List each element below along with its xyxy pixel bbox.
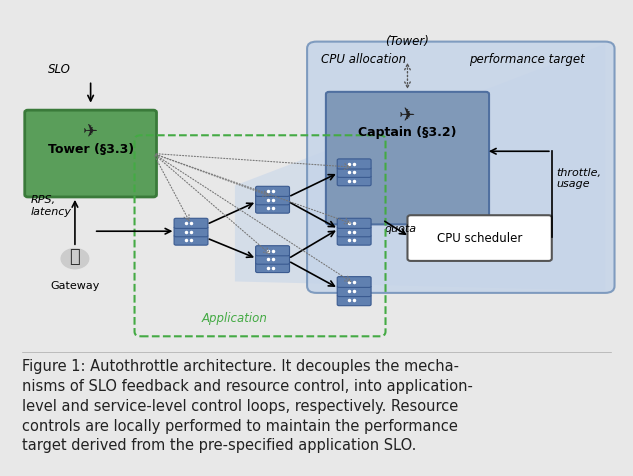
FancyBboxPatch shape [337,227,371,237]
Text: throttle,
usage: throttle, usage [556,168,601,189]
FancyBboxPatch shape [256,254,289,264]
FancyBboxPatch shape [174,218,208,228]
Text: Figure 1: Autothrottle architecture. It decouples the mecha-
nisms of SLO feedba: Figure 1: Autothrottle architecture. It … [22,359,472,453]
Text: ⌖: ⌖ [70,248,80,266]
FancyBboxPatch shape [337,235,371,245]
Text: ✈: ✈ [83,124,98,142]
FancyBboxPatch shape [337,295,371,306]
Text: SLO: SLO [48,63,71,76]
FancyBboxPatch shape [256,203,289,213]
Circle shape [61,248,89,268]
FancyBboxPatch shape [408,215,552,261]
Text: Application: Application [202,312,268,325]
FancyBboxPatch shape [337,159,371,169]
FancyBboxPatch shape [337,218,371,228]
Text: CPU scheduler: CPU scheduler [437,231,522,245]
FancyBboxPatch shape [256,186,289,197]
FancyBboxPatch shape [307,41,615,293]
Text: ✈: ✈ [399,105,416,124]
FancyBboxPatch shape [174,227,208,237]
Text: RPS,
latency: RPS, latency [31,195,72,217]
FancyBboxPatch shape [256,195,289,205]
Polygon shape [235,44,605,291]
Text: Tower (§3.3): Tower (§3.3) [47,143,134,157]
Text: (Tower): (Tower) [385,35,429,48]
Text: quota: quota [384,224,417,234]
FancyBboxPatch shape [256,262,289,273]
FancyBboxPatch shape [337,286,371,297]
FancyBboxPatch shape [256,246,289,256]
FancyBboxPatch shape [326,92,489,224]
FancyBboxPatch shape [174,235,208,245]
FancyBboxPatch shape [25,110,156,197]
FancyBboxPatch shape [337,176,371,186]
Text: Captain (§3.2): Captain (§3.2) [358,127,457,139]
Text: performance target: performance target [469,53,584,66]
FancyBboxPatch shape [337,167,371,178]
Text: CPU allocation: CPU allocation [321,53,406,66]
Text: Gateway: Gateway [50,281,99,291]
FancyBboxPatch shape [337,277,371,288]
